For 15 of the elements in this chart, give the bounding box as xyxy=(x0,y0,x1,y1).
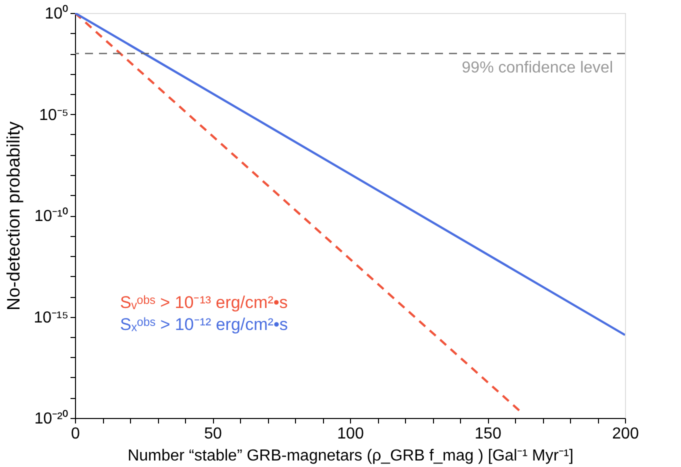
x-tick-label: 50 xyxy=(204,426,222,442)
x-axis-title: Number “stable” GRB-magnetars (ρ_GRB f_mag ) [Gal⁻¹ Myr⁻¹] xyxy=(128,448,574,464)
x-tick-label: 200 xyxy=(612,426,639,442)
text: Sᵥᵒᵇˢ > 10⁻¹³ erg/cm²•s xyxy=(120,293,288,312)
y-tick-label: 10⁻⁵ xyxy=(39,106,68,124)
y-axis-title: No-detection probability xyxy=(4,121,24,311)
y-tick-label: 10⁰ xyxy=(44,4,68,22)
x-tick-label: 0 xyxy=(71,426,80,442)
text: Sₓᵒᵇˢ > 10⁻¹² erg/cm²•s xyxy=(120,315,288,334)
y-tick-label: 10⁻²⁰ xyxy=(34,410,68,428)
ref-line-label: 99% confidence level xyxy=(462,60,613,76)
x-tick-label: 100 xyxy=(337,426,364,442)
y-tick-label: 10⁻¹⁰ xyxy=(34,207,68,225)
y-tick-label: 10⁻¹⁵ xyxy=(34,309,68,326)
x-tick-label: 150 xyxy=(474,426,502,442)
